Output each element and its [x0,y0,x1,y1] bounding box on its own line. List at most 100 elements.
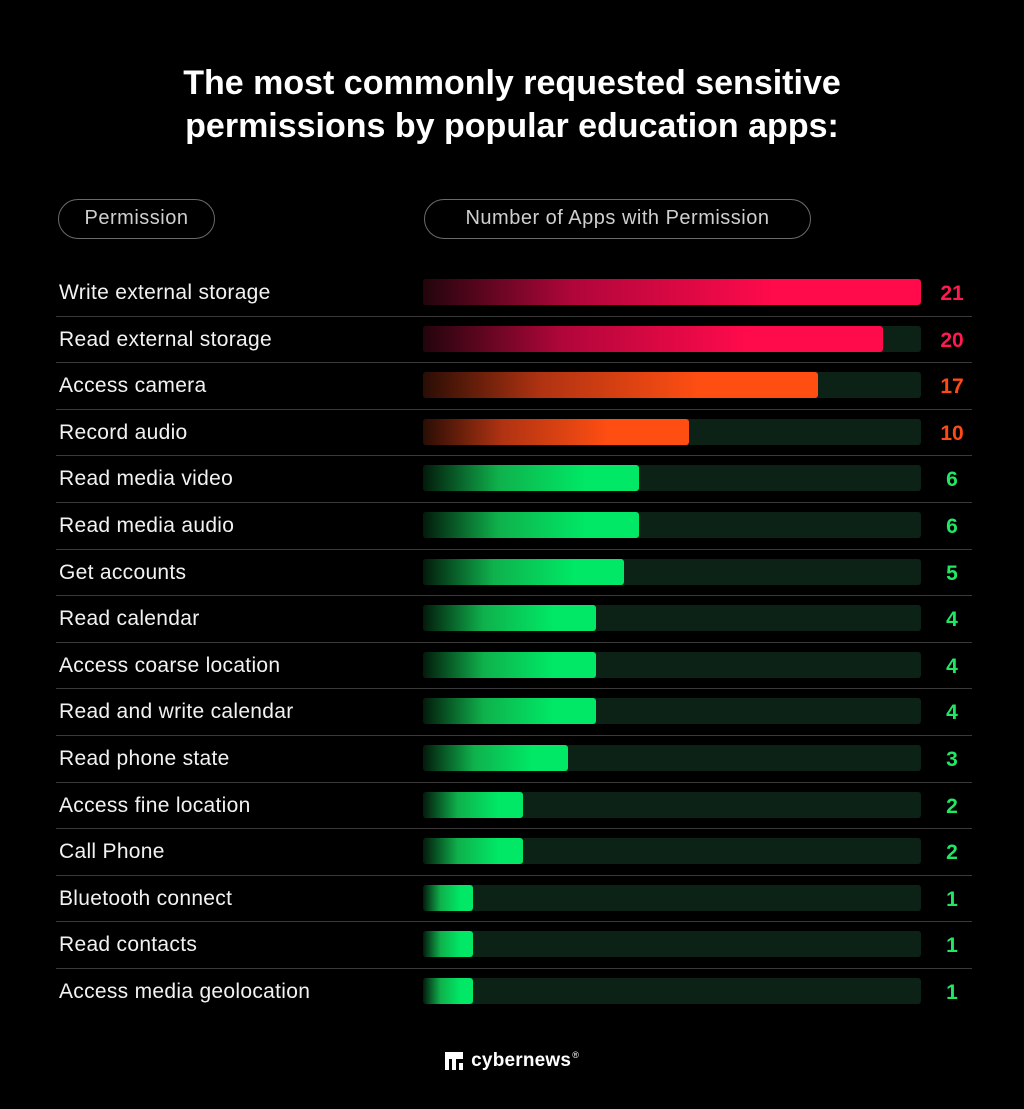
bar-value-label: 2 [946,841,958,865]
bar [423,931,473,958]
brand-logo: cybernews ® [0,1047,1024,1075]
bar [423,465,640,492]
bar-value-label: 17 [940,375,964,399]
count-column-header: Number of Apps with Permission [424,199,811,239]
row-divider [56,688,972,690]
bar-track [423,512,921,538]
bar-track [423,418,921,445]
bar-label: Access camera [59,374,207,398]
chart-title-line-1: The most commonly requested sensitive [183,64,841,102]
row-divider [56,362,972,364]
bar-track [423,745,921,771]
bar [423,651,596,678]
bar-track [423,279,921,305]
bar-label: Read phone state [59,747,230,770]
chart-title: The most commonly requested sensitive pe… [0,62,1024,148]
row-divider [56,315,972,317]
bar-value-label: 1 [946,934,958,958]
chart-title-line-2: permissions by popular education apps: [185,107,839,145]
bar-value-label: 4 [946,701,958,725]
row-divider [56,501,972,503]
bar-label: Access coarse location [59,653,281,677]
bar-label: Write external storage [59,281,271,304]
bar-value-label: 1 [946,887,958,911]
row-divider [56,874,972,876]
bar-track [423,978,921,1004]
bar-value-label: 21 [940,282,964,305]
bar-track [423,558,921,585]
bar-label: Read calendar [59,607,200,631]
bar-row: Access camera 17 [0,363,1024,410]
bar-value-label: 1 [946,981,958,1004]
bar-track [423,791,921,818]
bar-track [423,605,921,632]
bar-value-label: 4 [946,608,958,632]
row-divider [56,921,972,923]
bar-label: Call Phone [59,840,165,864]
brand-name: cybernews [471,1050,572,1071]
bar-row: Read phone state 3 [0,736,1024,783]
row-divider [56,408,972,410]
bar-label: Read external storage [59,327,272,351]
cybernews-logo-icon [445,1052,464,1070]
bar [423,978,473,1004]
bar-label: Get accounts [59,560,187,584]
bar-label: Read media video [59,467,234,491]
bar [423,512,640,538]
bar-label: Read and write calendar [59,700,294,724]
bar [423,558,624,585]
bar-track [423,325,921,352]
bar-label: Access media geolocation [59,980,311,1003]
bar-label: Read media audio [59,514,235,537]
row-divider [56,967,972,969]
row-divider [56,455,972,457]
row-divider [56,781,972,783]
row-divider [56,595,972,597]
bar-track [423,698,921,725]
permission-column-header: Permission [58,199,215,239]
bar-track [423,884,921,911]
bar-row: Call Phone 2 [0,829,1024,876]
bar-value-label: 5 [946,561,958,585]
bar-track [423,931,921,958]
bar-row: Read media audio 6 [0,503,1024,550]
row-divider [56,828,972,830]
bar-track [423,465,921,492]
bar-value-label: 3 [946,748,958,771]
bar-label: Access fine location [59,793,251,817]
bar [423,791,523,818]
bar [423,745,568,771]
bar-track [423,372,921,399]
bar-label: Read contacts [59,933,198,957]
row-divider [56,548,972,550]
bar-row: Get accounts 5 [0,550,1024,597]
registered-mark: ® [572,1050,579,1060]
bar-row: Record audio 10 [0,410,1024,457]
row-divider [56,641,972,643]
bar-value-label: 6 [946,515,958,538]
bar-value-label: 6 [946,468,958,492]
bar-value-label: 10 [940,421,964,445]
bar-row: Write external storage 21 [0,270,1024,317]
bar-track [423,838,921,865]
row-divider [56,734,972,736]
bar [423,884,473,911]
bar [423,605,596,632]
bar-row: Read and write calendar 4 [0,689,1024,736]
bar-value-label: 20 [940,328,964,352]
bar-row: Access fine location 2 [0,783,1024,830]
bar-row: Access coarse location 4 [0,643,1024,690]
bar-row: Bluetooth connect 1 [0,876,1024,923]
bar [423,838,523,865]
bar [423,372,819,399]
bar-row: Read external storage 20 [0,317,1024,364]
bar [423,698,596,725]
bar-value-label: 2 [946,794,958,818]
bar-label: Record audio [59,420,188,444]
bar-row: Read contacts 1 [0,922,1024,969]
bar [423,418,689,445]
bar [423,279,921,305]
bar-track [423,651,921,678]
bar [423,325,884,352]
bar-label: Bluetooth connect [59,886,233,910]
